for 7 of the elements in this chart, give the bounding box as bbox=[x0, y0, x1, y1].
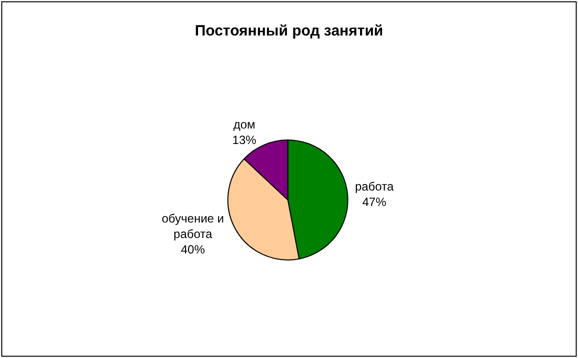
slice-label: дом bbox=[233, 118, 256, 132]
chart-title: Постоянный род занятий bbox=[194, 22, 384, 40]
slice-label: обучение и работа bbox=[162, 211, 224, 242]
data-label: 13% bbox=[232, 133, 257, 148]
data-label: 47% bbox=[362, 194, 387, 209]
slice-label: работа bbox=[354, 179, 394, 194]
data-label: 40% bbox=[180, 242, 206, 257]
